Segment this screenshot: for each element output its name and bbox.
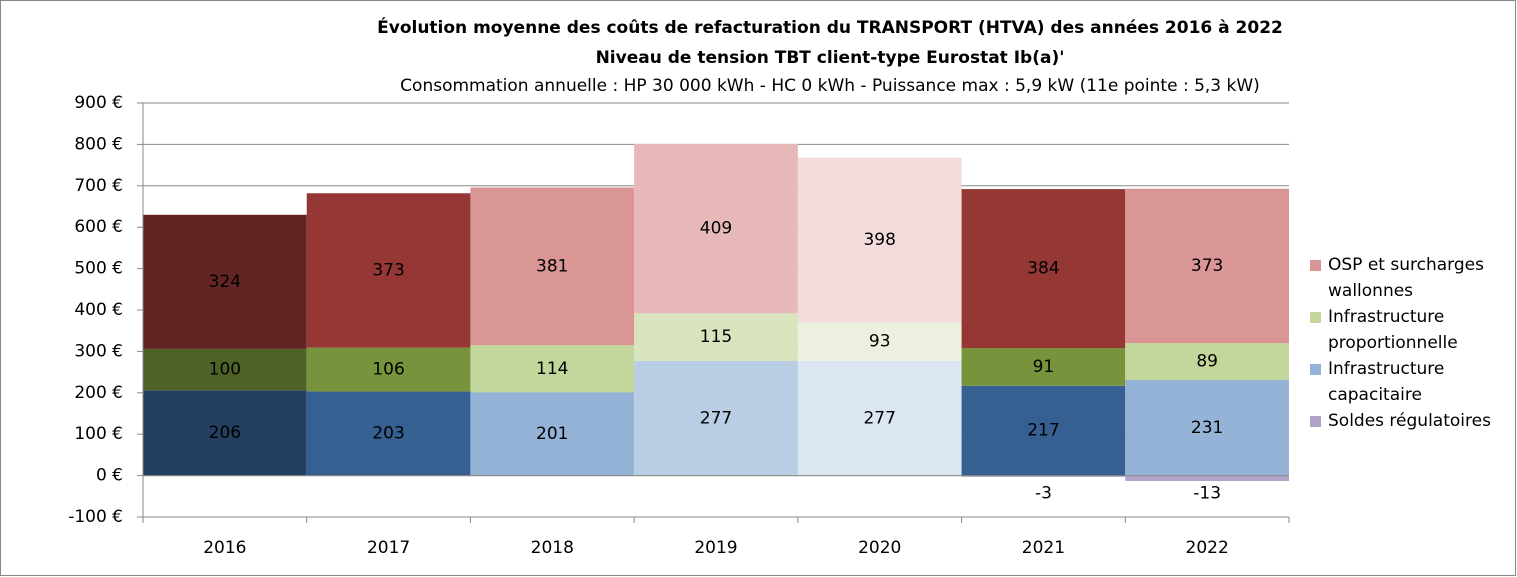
bar-segment <box>797 322 962 361</box>
bar-segment <box>961 475 1126 477</box>
data-label: 409 <box>700 219 732 239</box>
bar-segment <box>1125 188 1289 344</box>
data-label: 201 <box>536 424 568 444</box>
data-label: 277 <box>863 408 895 428</box>
y-tick-label: 0 € <box>96 466 123 486</box>
data-label: 106 <box>372 360 404 380</box>
bar-segment <box>634 143 798 314</box>
data-label: 231 <box>1191 418 1223 438</box>
data-label: 100 <box>209 360 241 380</box>
legend-swatch <box>1310 364 1321 375</box>
bar-segment <box>634 360 798 476</box>
data-label: -3 <box>1035 484 1052 504</box>
legend: OSP et surcharges wallonnes Infrastructur… <box>1306 252 1506 434</box>
bar-segment <box>143 214 307 349</box>
bar-segment <box>797 157 962 323</box>
data-label: 324 <box>209 272 241 292</box>
chart-subtitle: Niveau de tension TBT client-type Eurost… <box>596 48 1065 68</box>
legend-label: Infrastructure proportionnelle <box>1328 307 1458 353</box>
data-label: 115 <box>700 327 732 347</box>
bar-segment <box>306 391 471 476</box>
data-label: 114 <box>536 359 568 379</box>
data-label: 206 <box>209 423 241 443</box>
legend-swatch <box>1310 260 1321 271</box>
bar-segment <box>634 313 798 361</box>
data-label: 89 <box>1196 352 1218 372</box>
data-label: 217 <box>1027 421 1059 441</box>
data-label: 373 <box>372 260 404 280</box>
bar-segment <box>306 347 471 392</box>
x-tick-label: 2016 <box>203 538 246 558</box>
bar-segment <box>1125 379 1289 476</box>
bar-segment <box>961 385 1126 476</box>
bar-segment <box>470 187 635 346</box>
data-label: 91 <box>1033 357 1055 377</box>
legend-item: Infrastructure proportionnelle <box>1306 304 1506 356</box>
bar-segment <box>1125 343 1289 380</box>
y-tick-label: 100 € <box>74 424 123 444</box>
chart-subtitle: Consommation annuelle : HP 30 000 kWh - … <box>400 76 1260 96</box>
x-tick-label: 2021 <box>1022 538 1065 558</box>
data-label: 373 <box>1191 256 1223 276</box>
y-tick-label: 800 € <box>74 134 123 154</box>
chart-title: Évolution moyenne des coûts de refactura… <box>377 16 1283 38</box>
x-tick-label: 2019 <box>694 538 737 558</box>
data-label: 203 <box>372 424 404 444</box>
y-tick-label: 200 € <box>74 383 123 403</box>
y-tick-label: 900 € <box>74 93 123 113</box>
data-label: -13 <box>1193 484 1221 504</box>
x-tick-label: 2020 <box>858 538 901 558</box>
bar-segment <box>797 360 962 476</box>
x-tick-label: 2022 <box>1186 538 1229 558</box>
data-label: 384 <box>1027 259 1059 279</box>
data-label: 398 <box>863 230 895 250</box>
data-label: 277 <box>700 408 732 428</box>
bar-segment <box>961 348 1126 386</box>
legend-swatch <box>1310 312 1321 323</box>
legend-label: OSP et surcharges wallonnes <box>1328 255 1484 301</box>
bar-segment <box>470 392 635 476</box>
y-tick-label: 300 € <box>74 341 123 361</box>
legend-label: Soldes régulatoires <box>1328 411 1491 431</box>
y-tick-label: -100 € <box>68 507 123 527</box>
y-tick-label: 500 € <box>74 259 123 279</box>
data-label: 381 <box>536 256 568 276</box>
legend-item: OSP et surcharges wallonnes <box>1306 252 1506 304</box>
legend-label: Infrastructure capacitaire <box>1328 359 1445 405</box>
legend-item: Soldes régulatoires <box>1306 408 1506 434</box>
bar-segment <box>306 193 471 348</box>
y-tick-label: 400 € <box>74 300 123 320</box>
bar-segment <box>1125 475 1289 481</box>
legend-item: Infrastructure capacitaire <box>1306 356 1506 408</box>
y-tick-label: 600 € <box>74 217 123 237</box>
x-tick-label: 2017 <box>367 538 410 558</box>
y-tick-label: 700 € <box>74 176 123 196</box>
bar-segment <box>143 348 307 391</box>
bar-segment <box>143 390 307 476</box>
bar-segment <box>961 189 1126 349</box>
legend-swatch <box>1310 416 1321 427</box>
bar-segment <box>470 345 635 393</box>
x-tick-label: 2018 <box>531 538 574 558</box>
data-label: 93 <box>869 332 891 352</box>
